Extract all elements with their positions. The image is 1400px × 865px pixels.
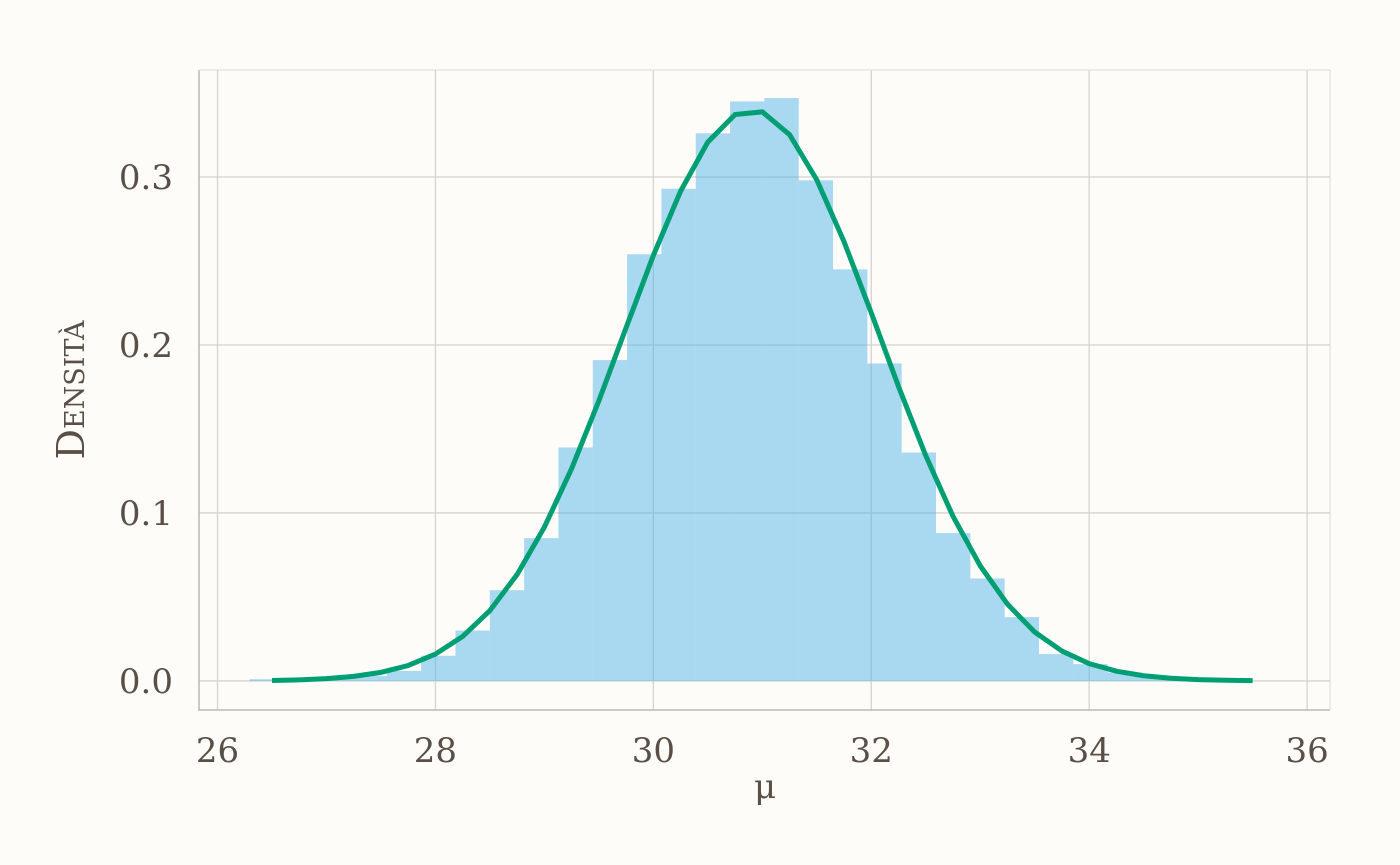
x-tick-label: 26	[196, 731, 239, 771]
histogram-bar	[352, 675, 387, 681]
histogram-bar	[1004, 617, 1039, 681]
histogram-bar	[1038, 654, 1074, 681]
histogram-bar	[730, 101, 765, 681]
histogram-bar	[249, 679, 284, 681]
histogram-bar	[867, 363, 902, 681]
x-tick-label: 36	[1285, 731, 1328, 771]
histogram-bar	[386, 670, 422, 681]
histogram-bar	[661, 188, 696, 681]
histogram-bar	[592, 360, 628, 681]
y-tick-label: 0.3	[119, 158, 173, 198]
axis-frame	[198, 70, 1330, 711]
x-tick-label: 32	[850, 731, 893, 771]
histogram-bar	[833, 269, 868, 681]
x-axis-label: μ	[754, 767, 776, 807]
histogram-bar	[936, 533, 971, 681]
x-tick-label: 34	[1068, 731, 1111, 771]
x-tick-label: 30	[632, 731, 675, 771]
y-tick-label: 0.1	[119, 494, 173, 534]
histogram-bar	[901, 452, 937, 681]
histogram-bar	[1107, 672, 1142, 681]
y-axis-label: Densità	[49, 320, 93, 459]
histogram-bar	[695, 133, 731, 681]
histogram-bar	[764, 98, 799, 681]
x-tick-label: 28	[414, 731, 457, 771]
histogram-bar	[524, 538, 559, 681]
histogram-bar	[627, 254, 662, 681]
density-curve	[271, 109, 1253, 684]
histogram-bar	[798, 180, 834, 681]
y-tick-label: 0.0	[119, 662, 173, 702]
y-tick-label: 0.2	[119, 326, 173, 366]
